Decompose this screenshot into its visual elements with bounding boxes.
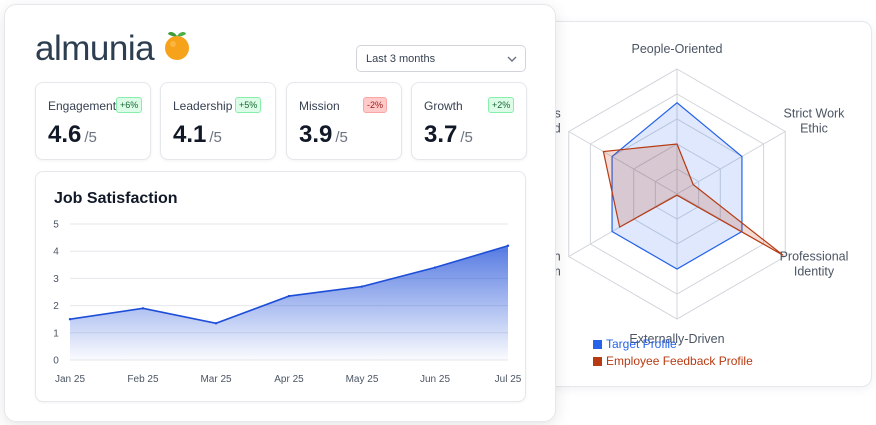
- legend-swatch-employee-feedback: [593, 357, 602, 366]
- kpi-card-leadership[interactable]: Leadership +5% 4.1/5: [160, 82, 276, 160]
- radar-series-employee-feedback: [602, 143, 784, 256]
- brand-logo: almunia: [35, 29, 192, 69]
- x-tick-label: Apr 25: [274, 374, 304, 385]
- radar-axis-line: [568, 131, 678, 195]
- y-tick-label: 5: [53, 220, 59, 231]
- data-point: [287, 294, 291, 298]
- radar-chart-card: People-Oriented Strict Work Ethic Professio…: [528, 21, 872, 387]
- kpi-value: 4.1/5: [173, 121, 222, 148]
- radar-axis-line: [676, 131, 786, 195]
- y-tick-label: 0: [53, 356, 59, 367]
- data-point: [141, 307, 145, 310]
- kpi-name: Mission: [299, 99, 340, 113]
- kpi-name: Leadership: [173, 99, 233, 113]
- kpi-card-growth[interactable]: Growth +2% 3.7/5: [411, 82, 527, 160]
- x-tick-label: Jul 25: [495, 374, 522, 385]
- y-tick-label: 2: [53, 301, 59, 312]
- kpi-name: Engagement: [48, 99, 117, 113]
- legend-label-target: Target Profile: [606, 337, 677, 351]
- kpi-trend-badge: +5%: [235, 97, 262, 113]
- radar-axis-label: Ethic: [800, 122, 828, 136]
- legend-item-target[interactable]: Target Profile: [593, 336, 753, 353]
- kpi-trend-badge: +6%: [116, 97, 143, 113]
- job-satisfaction-chart-card: Job Satisfaction 0 1 2 3 4 5 Jan 25 Feb 25 Mar 2…: [35, 171, 526, 402]
- data-point: [360, 285, 364, 288]
- data-point: [68, 318, 72, 321]
- radar-axis-label: Externally-Driven: [629, 332, 724, 346]
- orange-fruit-icon: [162, 28, 192, 67]
- radar-series-target: [611, 101, 743, 270]
- chevron-down-icon: [507, 53, 517, 65]
- x-tick-label: Jan 25: [55, 374, 85, 385]
- legend-swatch-target: [593, 340, 602, 349]
- chart-title: Job Satisfaction: [54, 190, 178, 207]
- x-tick-label: May 25: [346, 374, 379, 385]
- radar-axis-label: People-Oriented: [631, 42, 722, 56]
- kpi-card-mission[interactable]: Mission -2% 3.9/5: [286, 82, 402, 160]
- kpi-name: Growth: [424, 99, 463, 113]
- data-point: [506, 244, 510, 247]
- y-tick-label: 3: [53, 274, 59, 285]
- x-tick-label: Mar 25: [200, 374, 232, 385]
- dashboard-card: almunia Last 3 months Engagement +6% 4.6…: [4, 4, 556, 422]
- period-select[interactable]: Last 3 months: [356, 45, 526, 72]
- kpi-trend-badge: -2%: [363, 97, 388, 113]
- y-tick-label: 1: [53, 328, 59, 339]
- kpi-value: 4.6/5: [48, 121, 97, 148]
- radar-axis-label: Professional: [780, 250, 849, 264]
- brand-name: almunia: [35, 29, 155, 68]
- x-tick-label: Feb 25: [127, 374, 159, 385]
- kpi-card-engagement[interactable]: Engagement +6% 4.6/5: [35, 82, 151, 160]
- y-tick-label: 4: [53, 247, 59, 258]
- kpi-value: 3.9/5: [299, 121, 348, 148]
- radar-axis-label: Strict Work: [784, 107, 846, 121]
- period-select-value: Last 3 months: [366, 52, 436, 65]
- kpi-trend-badge: +2%: [488, 97, 515, 113]
- legend-label-employee-feedback: Employee Feedback Profile: [606, 354, 753, 368]
- kpi-value: 3.7/5: [424, 121, 473, 148]
- job-satisfaction-chart: 0 1 2 3 4 5 Jan 25 Feb 25 Mar 25 Apr 25 May 25 Jun …: [53, 220, 522, 386]
- series-area: [70, 245, 508, 360]
- x-tick-label: Jun 25: [420, 374, 450, 385]
- legend-item-employee-feedback[interactable]: Employee Feedback Profile: [593, 353, 753, 370]
- radar-legend: Target Profile Employee Feedback Profile: [593, 336, 753, 370]
- radar-axis-label: Identity: [794, 265, 835, 279]
- data-point: [214, 322, 218, 325]
- data-point: [433, 266, 437, 269]
